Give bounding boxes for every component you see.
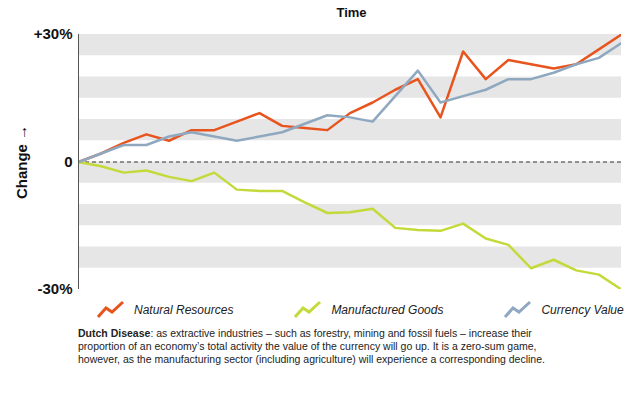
svg-text:Change →: Change → — [13, 125, 30, 199]
html-text:Time: Time — [336, 5, 367, 20]
svg-text:+30%: +30% — [34, 25, 73, 42]
html-text:Natural Resources: Natural Resources — [134, 303, 234, 317]
html-text:Manufactured Goods: Manufactured Goods — [331, 303, 444, 317]
svg-text:-30%: -30% — [37, 280, 72, 297]
svg-text:0: 0 — [64, 153, 72, 170]
html-text:Dutch Disease: as extractive i: Dutch Disease: as extractive industries … — [78, 327, 545, 365]
html-text:Currency Value: Currency Value — [541, 303, 624, 317]
